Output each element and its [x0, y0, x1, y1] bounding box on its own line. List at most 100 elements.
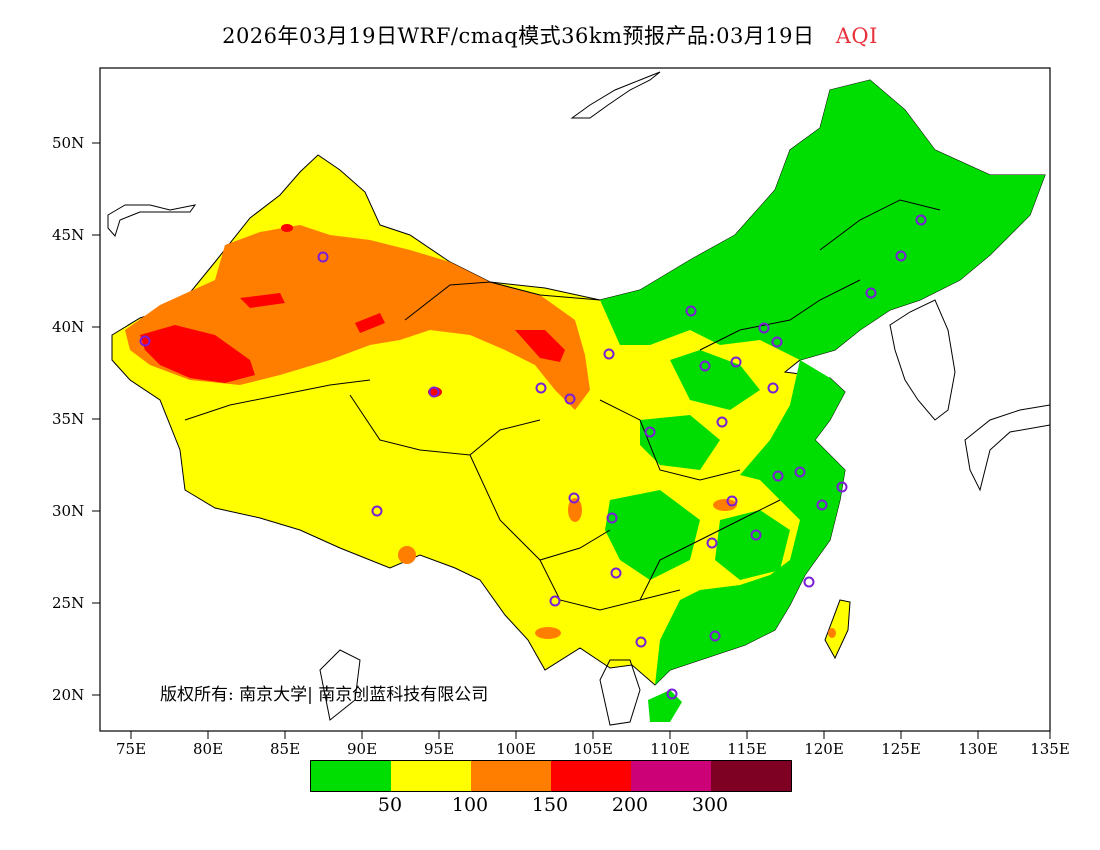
city-marker: [699, 360, 711, 372]
lon-label: 85E: [269, 740, 301, 758]
lat-label: 20N: [52, 686, 85, 704]
lat-label: 35N: [52, 410, 85, 428]
city-markers: [139, 214, 927, 700]
boundary-east: [699, 279, 861, 351]
legend-label: 100: [451, 794, 489, 816]
boundary-yunnan: [539, 559, 681, 611]
boundary-south: [639, 499, 781, 601]
boundary-central: [599, 399, 741, 481]
red-ningxia: [515, 330, 565, 362]
city-marker: [726, 495, 738, 507]
city-marker: [549, 595, 561, 607]
lon-label: 75E: [115, 740, 147, 758]
city-marker: [750, 529, 762, 541]
green-northeast: [600, 80, 1045, 360]
city-marker: [730, 356, 742, 368]
lat-label: 40N: [52, 318, 85, 336]
city-marker: [685, 305, 697, 317]
legend-swatch: [711, 761, 791, 791]
taiwan: [824, 599, 851, 660]
color-legend: [310, 760, 792, 792]
city-marker: [836, 481, 848, 493]
city-marker: [771, 336, 783, 348]
legend-swatch: [311, 761, 391, 791]
lon-label: 95E: [423, 740, 455, 758]
lon-label: 115E: [727, 740, 767, 758]
green-henan: [640, 415, 720, 470]
red-patch: [240, 293, 285, 308]
lon-label: 135E: [1030, 740, 1070, 758]
japan-outline: [964, 404, 1050, 492]
city-marker: [772, 470, 784, 482]
city-marker: [428, 386, 440, 398]
city-marker: [568, 492, 580, 504]
title-variable: AQI: [835, 24, 878, 48]
orange-hubei: [713, 499, 737, 511]
city-marker: [709, 630, 721, 642]
city-marker: [317, 251, 329, 263]
legend-swatch: [551, 761, 631, 791]
city-marker: [706, 537, 718, 549]
boundary-tibet-qinghai: [349, 394, 541, 456]
korea-outline: [889, 299, 956, 421]
legend-label: 150: [531, 794, 569, 816]
city-marker: [716, 416, 728, 428]
lon-label: 130E: [958, 740, 998, 758]
legend-swatch: [471, 761, 551, 791]
legend-label: 50: [377, 794, 403, 816]
lon-label: 105E: [573, 740, 613, 758]
red-patch-2: [355, 313, 385, 333]
boundary-inner-mongolia: [404, 281, 601, 321]
balkhash-outline: [107, 204, 197, 238]
red-small: [281, 224, 293, 232]
boundary-xinjiang-tibet: [184, 379, 371, 421]
copyright-text: 版权所有: 南京大学| 南京创蓝科技有限公司: [160, 685, 489, 705]
city-marker: [865, 287, 877, 299]
legend-swatch: [631, 761, 711, 791]
map-title: 2026年03月19日WRF/cmaq模式36km预报产品:03月19日 AQI: [0, 20, 1100, 50]
city-marker: [644, 426, 656, 438]
lon-label: 110E: [650, 740, 690, 758]
lat-label: 45N: [52, 226, 85, 244]
lon-label: 125E: [881, 740, 921, 758]
red-tarim: [140, 325, 255, 383]
legend-label: 300: [691, 794, 729, 816]
lon-label: 90E: [346, 740, 378, 758]
city-marker: [816, 499, 828, 511]
myanmar-outline: [319, 649, 361, 721]
city-marker: [895, 250, 907, 262]
orange-tibet: [398, 546, 416, 564]
green-central: [605, 490, 700, 580]
city-marker: [767, 382, 779, 394]
orange-taiwan: [828, 628, 836, 638]
lon-label: 120E: [804, 740, 844, 758]
city-marker: [535, 382, 547, 394]
lat-label: 25N: [52, 594, 85, 612]
city-marker: [603, 348, 615, 360]
map-frame: [99, 67, 1051, 732]
lon-label: 80E: [192, 740, 224, 758]
lat-label: 30N: [52, 502, 85, 520]
city-marker: [139, 335, 151, 347]
city-marker: [803, 576, 815, 588]
city-marker: [606, 512, 618, 524]
lat-label: 50N: [52, 134, 85, 152]
title-text: 2026年03月19日WRF/cmaq模式36km预报产品:03月19日: [222, 24, 815, 48]
city-marker: [371, 505, 383, 517]
city-marker: [794, 466, 806, 478]
city-marker: [635, 636, 647, 648]
green-hebei: [670, 350, 760, 410]
city-marker: [564, 393, 576, 405]
green-east: [655, 360, 845, 685]
green-hunan: [715, 510, 790, 580]
boundary-northeast: [819, 199, 941, 251]
lon-label: 100E: [496, 740, 536, 758]
city-marker: [915, 214, 927, 226]
baikal-outline: [570, 71, 661, 119]
vietnam-outline: [599, 659, 641, 726]
orange-yunnan: [535, 627, 561, 639]
city-marker: [666, 688, 678, 700]
city-marker: [610, 567, 622, 579]
orange-sichuan: [568, 498, 582, 522]
